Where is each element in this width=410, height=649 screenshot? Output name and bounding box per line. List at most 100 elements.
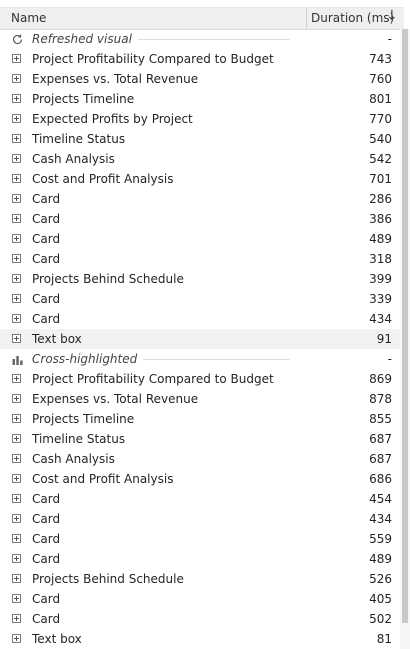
visual-duration: 526: [369, 572, 392, 586]
expand-icon[interactable]: [12, 514, 21, 523]
expand-icon[interactable]: [12, 574, 21, 583]
expand-icon[interactable]: [12, 414, 21, 423]
expand-icon[interactable]: [12, 174, 21, 183]
expand-icon[interactable]: [12, 474, 21, 483]
visual-duration: 701: [369, 172, 392, 186]
expand-icon[interactable]: [12, 554, 21, 563]
list-item[interactable]: Projects Timeline 855: [0, 409, 400, 429]
duration-column-header[interactable]: Duration (ms): [311, 11, 395, 25]
visual-name: Cash Analysis: [32, 452, 115, 466]
group-header-row[interactable]: Refreshed visual -: [0, 29, 400, 49]
list-item[interactable]: Card 489: [0, 229, 400, 249]
list-item[interactable]: Card 386: [0, 209, 400, 229]
group-label: Cross-highlighted: [32, 352, 138, 366]
name-column-header[interactable]: Name: [11, 11, 47, 25]
results-list: Refreshed visual - Project Profitability C…: [0, 29, 400, 649]
list-item[interactable]: Card 405: [0, 589, 400, 609]
visual-name: Card: [32, 612, 61, 626]
list-item[interactable]: Text box 81: [0, 629, 400, 649]
list-item[interactable]: Card 502: [0, 609, 400, 629]
expand-icon[interactable]: [12, 374, 21, 383]
group-header-row[interactable]: Cross-highlighted -: [0, 349, 400, 369]
expand-icon[interactable]: [12, 294, 21, 303]
expand-icon[interactable]: [12, 54, 21, 63]
column-divider[interactable]: [306, 8, 307, 29]
expand-icon[interactable]: [12, 454, 21, 463]
visual-name: Card: [32, 212, 61, 226]
expand-icon[interactable]: [12, 234, 21, 243]
list-item[interactable]: Project Profitability Compared to Budget…: [0, 369, 400, 389]
visual-duration: 81: [376, 632, 392, 646]
visual-duration: 559: [369, 532, 392, 546]
expand-icon[interactable]: [12, 214, 21, 223]
list-item[interactable]: Expected Profits by Project 770: [0, 109, 400, 129]
expand-icon[interactable]: [12, 314, 21, 323]
expand-icon[interactable]: [12, 594, 21, 603]
expand-icon[interactable]: [12, 494, 21, 503]
visual-name: Card: [32, 252, 61, 266]
expand-icon[interactable]: [12, 114, 21, 123]
list-item[interactable]: Card 286: [0, 189, 400, 209]
visual-name: Project Profitability Compared to Budget: [32, 52, 274, 66]
expand-icon[interactable]: [12, 74, 21, 83]
visual-name: Card: [32, 292, 61, 306]
expand-icon[interactable]: [12, 334, 21, 343]
sort-descending-icon[interactable]: ↓: [386, 8, 398, 24]
list-item[interactable]: Cash Analysis 542: [0, 149, 400, 169]
list-item[interactable]: Expenses vs. Total Revenue 760: [0, 69, 400, 89]
list-item[interactable]: Card 318: [0, 249, 400, 269]
visual-duration: 489: [369, 232, 392, 246]
visual-name: Projects Timeline: [32, 412, 135, 426]
visual-name: Timeline Status: [32, 132, 126, 146]
list-item[interactable]: Projects Behind Schedule 399: [0, 269, 400, 289]
visual-duration: 801: [369, 92, 392, 106]
visual-duration: 855: [369, 412, 392, 426]
visual-name: Projects Behind Schedule: [32, 272, 184, 286]
visual-duration: 743: [369, 52, 392, 66]
list-item[interactable]: Cash Analysis 687: [0, 449, 400, 469]
expand-icon[interactable]: [12, 534, 21, 543]
vertical-scrollbar[interactable]: [400, 29, 410, 649]
list-item[interactable]: Card 559: [0, 529, 400, 549]
expand-icon[interactable]: [12, 634, 21, 643]
visual-name: Card: [32, 552, 61, 566]
visual-duration: 454: [369, 492, 392, 506]
list-item[interactable]: Card 339: [0, 289, 400, 309]
expand-icon[interactable]: [12, 434, 21, 443]
expand-icon[interactable]: [12, 254, 21, 263]
visual-duration: 434: [369, 512, 392, 526]
list-item[interactable]: Projects Timeline 801: [0, 89, 400, 109]
list-item[interactable]: Card 454: [0, 489, 400, 509]
visual-name: Card: [32, 192, 61, 206]
visual-duration: 399: [369, 272, 392, 286]
list-item[interactable]: Timeline Status 687: [0, 429, 400, 449]
visual-duration: 502: [369, 612, 392, 626]
visual-name: Card: [32, 532, 61, 546]
list-item[interactable]: Cost and Profit Analysis 686: [0, 469, 400, 489]
visual-duration: 687: [369, 432, 392, 446]
list-item[interactable]: Card 489: [0, 549, 400, 569]
expand-icon[interactable]: [12, 614, 21, 623]
visual-name: Card: [32, 512, 61, 526]
list-item[interactable]: Card 434: [0, 509, 400, 529]
list-item[interactable]: Text box 91: [0, 329, 400, 349]
expand-icon[interactable]: [12, 154, 21, 163]
group-duration: -: [387, 352, 392, 366]
group-duration: -: [387, 32, 392, 46]
list-item[interactable]: Timeline Status 540: [0, 129, 400, 149]
expand-icon[interactable]: [12, 134, 21, 143]
list-item[interactable]: Projects Behind Schedule 526: [0, 569, 400, 589]
expand-icon[interactable]: [12, 394, 21, 403]
expand-icon[interactable]: [12, 194, 21, 203]
group-divider: [143, 359, 290, 360]
visual-name: Expenses vs. Total Revenue: [32, 392, 199, 406]
list-item[interactable]: Cost and Profit Analysis 701: [0, 169, 400, 189]
list-item[interactable]: Expenses vs. Total Revenue 878: [0, 389, 400, 409]
scrollbar-thumb[interactable]: [402, 29, 408, 623]
expand-icon[interactable]: [12, 274, 21, 283]
expand-icon[interactable]: [12, 94, 21, 103]
visual-duration: 542: [369, 152, 392, 166]
list-item[interactable]: Card 434: [0, 309, 400, 329]
list-item[interactable]: Project Profitability Compared to Budget…: [0, 49, 400, 69]
